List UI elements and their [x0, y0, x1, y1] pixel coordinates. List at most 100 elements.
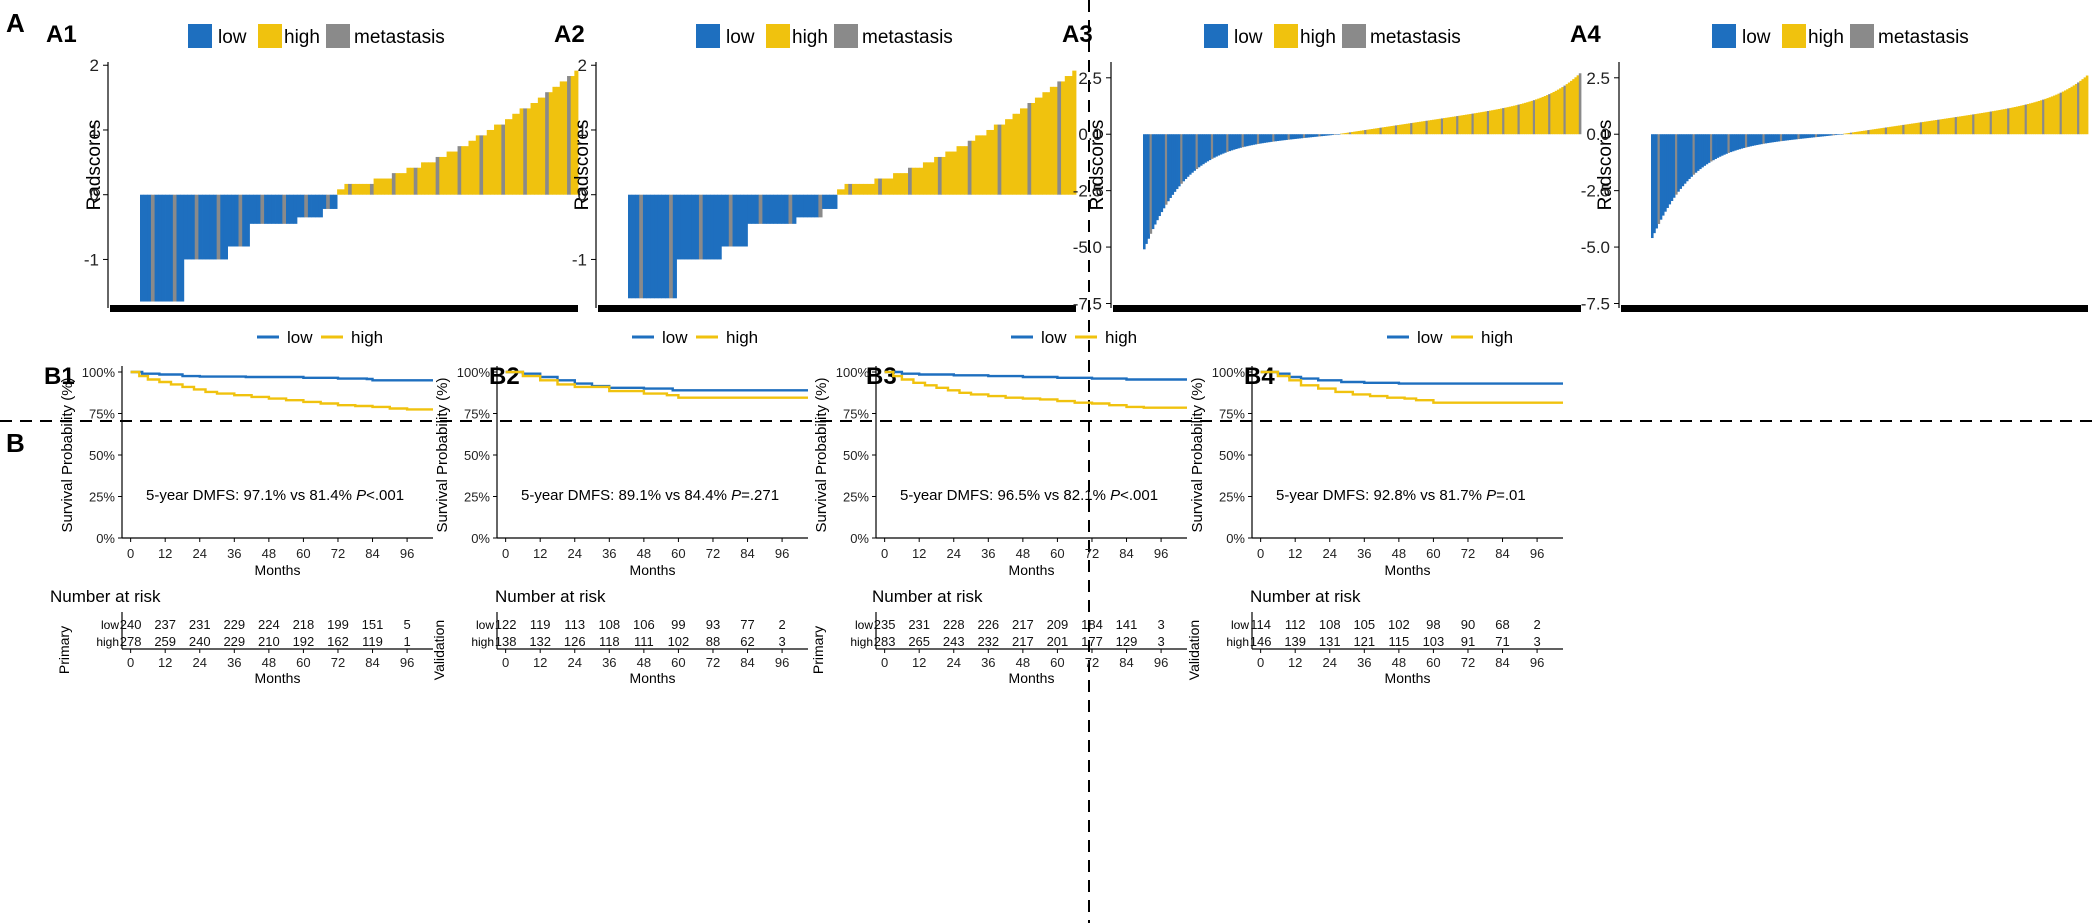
waterfall-bar	[1038, 97, 1043, 195]
waterfall-bar	[275, 194, 280, 224]
waterfall-bar	[1283, 134, 1286, 141]
legend-label-metastasis: metastasis	[1370, 27, 1461, 48]
waterfall-bar	[990, 129, 995, 195]
waterfall-bar	[1559, 88, 1562, 135]
waterfall-bar	[1362, 130, 1365, 135]
waterfall-bar	[1961, 116, 1964, 135]
waterfall-bar	[1535, 99, 1538, 135]
legend-swatch-high	[1782, 24, 1806, 48]
waterfall-bar	[1502, 108, 1505, 135]
waterfall-bar	[1567, 82, 1571, 135]
waterfall-bar	[1300, 134, 1304, 139]
waterfall-bar	[1852, 132, 1855, 135]
waterfall-bar	[1731, 134, 1735, 152]
waterfall-bar	[1221, 134, 1225, 154]
waterfall-bar	[1027, 103, 1032, 195]
waterfall-bar	[2002, 109, 2006, 135]
waterfall-bar	[1064, 76, 1069, 195]
waterfall-bar	[1270, 134, 1273, 142]
waterfall-bar	[870, 183, 875, 195]
x-axis-bar	[1113, 305, 1581, 312]
waterfall-bar	[852, 183, 857, 195]
risk-table-title: Number at risk	[50, 587, 161, 606]
waterfall-bar	[307, 194, 312, 218]
risk-x-tick-label: 24	[193, 655, 207, 670]
waterfall-bar	[1876, 128, 1879, 135]
waterfall-bar	[1241, 134, 1245, 148]
waterfall-bar	[971, 140, 976, 195]
waterfall-bar	[930, 162, 935, 195]
waterfall-bar	[1313, 134, 1317, 137]
waterfall-bar	[1383, 127, 1387, 135]
waterfall-bar	[1552, 91, 1556, 135]
km-line-low	[1260, 370, 1563, 385]
risk-cell: 77	[740, 617, 754, 632]
waterfall-bar	[1959, 116, 1962, 135]
waterfall-bar	[1681, 134, 1685, 187]
waterfall-bar	[1298, 134, 1302, 139]
waterfall-bar	[1001, 124, 1006, 195]
risk-x-tick-label: 96	[400, 655, 414, 670]
waterfall-bar	[1491, 110, 1494, 135]
x-tick-label: 72	[1085, 546, 1099, 561]
waterfall-bar	[848, 183, 853, 195]
waterfall-bar	[1195, 134, 1199, 170]
x-tick-label: 36	[602, 546, 616, 561]
waterfall-bar	[889, 178, 894, 195]
y-tick-label: 2.5	[1586, 69, 1610, 88]
waterfall-bar	[2004, 108, 2008, 135]
waterfall-bar	[1199, 134, 1203, 166]
risk-cell: 103	[1423, 634, 1445, 649]
x-axis-bar	[598, 305, 1076, 312]
waterfall-bar	[1309, 134, 1313, 138]
waterfall-bar	[1519, 104, 1523, 135]
waterfall-bar	[672, 194, 677, 299]
waterfall-bar	[878, 178, 883, 195]
waterfall-bar	[1788, 134, 1792, 141]
waterfall-bar	[1937, 119, 1940, 135]
waterfall-bar	[1902, 124, 1905, 135]
waterfall-bar	[1758, 134, 1761, 145]
waterfall-bar	[1771, 134, 1774, 143]
waterfall-bar	[1563, 85, 1567, 135]
risk-cell: 162	[327, 634, 349, 649]
waterfall-bar	[490, 129, 495, 195]
risk-cell: 235	[874, 617, 896, 632]
waterfall-bar	[1709, 134, 1713, 162]
waterfall-bar	[1897, 125, 1901, 135]
risk-cell: 102	[668, 634, 690, 649]
waterfall-bar	[1904, 124, 1908, 135]
waterfall-bar	[322, 194, 327, 209]
waterfall-bar	[1803, 134, 1807, 139]
waterfall-panel-a1: A1 low high metastasis Radscores -1 0 1 2	[46, 21, 579, 312]
waterfall-bar	[508, 119, 513, 195]
waterfall-bar	[1213, 134, 1216, 158]
waterfall-bar	[1226, 134, 1229, 152]
waterfall-bar	[1049, 86, 1054, 195]
waterfall-bar	[1346, 132, 1350, 135]
waterfall-bar	[1576, 75, 1580, 135]
waterfall-bar	[1972, 114, 1975, 135]
waterfall-bar	[2037, 100, 2041, 135]
waterfall-bar	[1423, 121, 1426, 135]
waterfall-bar	[1206, 134, 1210, 162]
waterfall-bar	[369, 183, 374, 195]
waterfall-bar	[1932, 120, 1936, 135]
waterfall-bar	[545, 92, 550, 195]
waterfall-bar	[1845, 133, 1849, 135]
waterfall-bar	[1561, 87, 1564, 135]
waterfall-bar	[1799, 134, 1803, 139]
y-tick-label: -2.5	[1073, 182, 1102, 201]
waterfall-bar	[1768, 134, 1772, 143]
waterfall-bar	[1296, 134, 1299, 139]
waterfall-bar	[777, 194, 782, 224]
waterfall-bar	[1543, 96, 1547, 135]
waterfall-bar	[825, 194, 830, 209]
waterfall-bar	[1302, 134, 1306, 138]
waterfall-bar	[304, 194, 309, 218]
waterfall-bar	[1162, 134, 1166, 209]
waterfall-bar	[1143, 134, 1146, 250]
waterfall-bar	[1664, 134, 1667, 212]
waterfall-bar	[859, 183, 864, 195]
waterfall-bar	[1322, 134, 1326, 136]
